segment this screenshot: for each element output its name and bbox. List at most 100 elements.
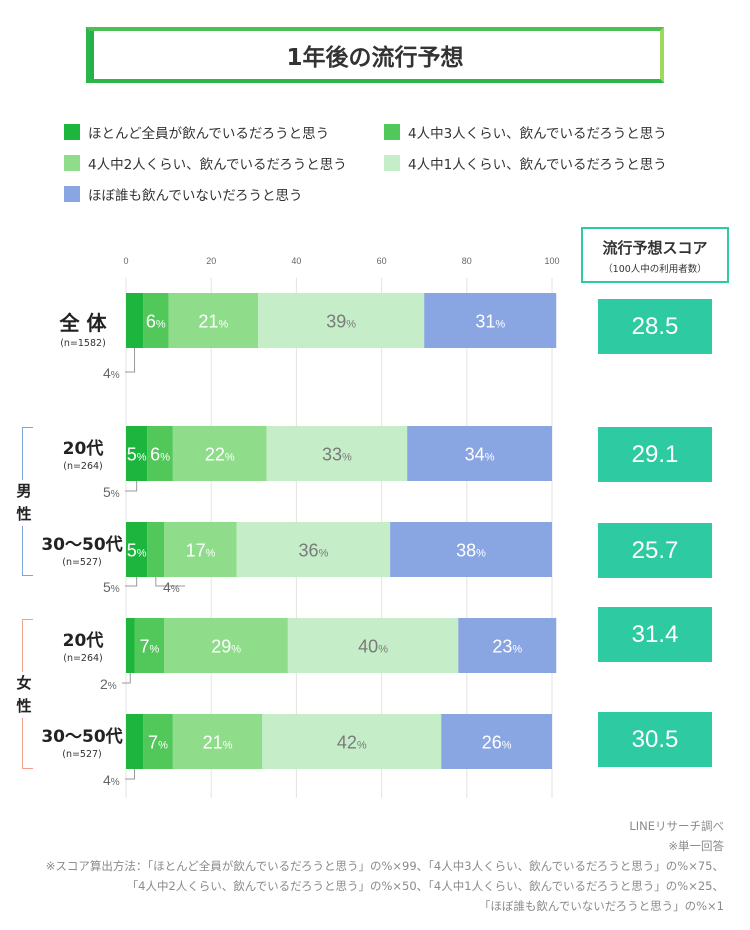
bar-segment: [164, 522, 237, 577]
bar-segment: [126, 293, 144, 348]
data-label: 40%: [358, 637, 388, 657]
row-label-n: (n=527): [62, 749, 102, 760]
x-tick-label: 0: [123, 256, 128, 266]
row-label-text: 30〜50代: [41, 727, 123, 747]
legend-item-3: 4人中2人くらい、飲んでいるだろうと思う: [64, 153, 347, 173]
data-label: 31%: [475, 312, 505, 332]
row-label-male-20s: 20代 (n=264): [40, 434, 126, 472]
bar-segment: [164, 618, 288, 673]
legend-swatch-4: [384, 155, 400, 171]
data-label-small: 4%: [163, 579, 180, 595]
row-label-text: 全 体: [59, 311, 107, 335]
data-label: 6%: [150, 445, 170, 465]
row-label-female-20s: 20代 (n=264): [40, 626, 126, 664]
callout-line: [125, 577, 138, 587]
bar-segment: [287, 618, 459, 673]
callout-line: [125, 769, 136, 780]
data-label: 5%: [127, 445, 147, 465]
data-label-small: 4%: [103, 772, 120, 788]
data-label: 42%: [337, 733, 367, 753]
chart-title: 1年後の流行予想: [86, 27, 664, 83]
legend-label-4: 4人中1人くらい、飲んでいるだろうと思う: [408, 157, 667, 173]
legend-swatch-1: [64, 124, 80, 140]
bar-segment: [147, 522, 165, 577]
data-label: 23%: [492, 637, 522, 657]
data-label: 7%: [140, 637, 160, 657]
x-tick-label: 40: [291, 256, 301, 266]
x-tick-label: 20: [206, 256, 216, 266]
row-label-n: (n=264): [63, 461, 103, 472]
bar-segment: [441, 714, 552, 769]
data-label: 38%: [456, 541, 486, 561]
score-total: 28.5: [598, 299, 712, 354]
legend-label-1: ほとんど全員が飲んでいるだろうと思う: [88, 126, 330, 142]
score-header-subtitle: （100人中の利用者数）: [603, 264, 707, 275]
data-label: 17%: [186, 541, 216, 561]
row-label-text: 20代: [62, 631, 104, 651]
legend-swatch-5: [64, 186, 80, 202]
bar-segment: [126, 618, 135, 673]
footer-formula-1: ※スコア算出方法：「ほとんど全員が飲んでいるだろうと思う」の%×99、「4人中3…: [45, 859, 724, 873]
bar-segment: [390, 522, 552, 577]
footer-source: LINEリサーチ調べ: [629, 819, 724, 833]
data-label: 22%: [205, 445, 235, 465]
data-label: 34%: [465, 445, 495, 465]
legend-item-4: 4人中1人くらい、飲んでいるだろうと思う: [384, 153, 667, 173]
legend-label-5: ほぼ誰も飲んでいないだろうと思う: [88, 188, 303, 204]
data-label: 21%: [198, 312, 228, 332]
x-tick-label: 60: [377, 256, 387, 266]
row-label-text: 30〜50代: [41, 535, 123, 555]
row-label-n: (n=527): [62, 557, 102, 568]
callout-line: [155, 577, 185, 587]
data-label: 33%: [322, 445, 352, 465]
group-label-female: 女 性: [14, 672, 34, 718]
legend-item-1: ほとんど全員が飲んでいるだろうと思う: [64, 122, 329, 142]
bar-segment: [134, 618, 165, 673]
score-female-20s: 31.4: [598, 607, 712, 662]
row-label-n: (n=1582): [60, 338, 106, 349]
legend-label-3: 4人中2人くらい、飲んでいるだろうと思う: [88, 157, 347, 173]
score-header: 流行予想スコア （100人中の利用者数）: [581, 227, 729, 283]
bar-segment: [172, 714, 263, 769]
row-label-total: 全 体 (n=1582): [40, 307, 126, 349]
score-header-title: 流行予想スコア: [602, 239, 708, 257]
data-label: 21%: [203, 733, 233, 753]
x-tick-label: 80: [462, 256, 472, 266]
legend-label-2: 4人中3人くらい、飲んでいるだろうと思う: [408, 126, 667, 142]
legend-item-5: ほぼ誰も飲んでいないだろうと思う: [64, 184, 303, 204]
row-label-n: (n=264): [63, 653, 103, 664]
score-female-30-50s: 30.5: [598, 712, 712, 767]
legend-swatch-2: [384, 124, 400, 140]
data-label: 39%: [326, 312, 356, 332]
bar-segment: [236, 522, 391, 577]
bar-segment: [262, 714, 442, 769]
callout-line: [125, 348, 136, 373]
score-male-20s: 29.1: [598, 427, 712, 482]
bar-segment: [147, 426, 173, 481]
bar-segment: [424, 293, 557, 348]
footer-formula-2: 「4人中2人くらい、飲んでいるだろうと思う」の%×50、「4人中1人くらい、飲ん…: [126, 879, 724, 893]
data-label-small: 5%: [103, 579, 120, 595]
data-label: 36%: [299, 541, 329, 561]
data-label: 26%: [482, 733, 512, 753]
bar-segment: [168, 293, 259, 348]
row-label-text: 20代: [62, 439, 104, 459]
footer-formula-3: 「ほぼ誰も飲んでいないだろうと思う」の%×1: [478, 899, 724, 913]
legend-item-2: 4人中3人くらい、飲んでいるだろうと思う: [384, 122, 667, 142]
bar-segment: [407, 426, 552, 481]
callout-line: [122, 673, 131, 684]
bar-segment: [143, 293, 169, 348]
data-label-small: 4%: [103, 365, 120, 381]
footer-note: ※単一回答: [668, 839, 724, 853]
data-label: 29%: [211, 637, 241, 657]
bar-segment: [126, 426, 148, 481]
bar-segment: [266, 426, 408, 481]
data-label: 7%: [148, 733, 168, 753]
bar-segment: [172, 426, 267, 481]
data-label: 6%: [146, 312, 166, 332]
row-label-female-30-50s: 30〜50代 (n=527): [34, 722, 130, 760]
group-label-male: 男 性: [14, 480, 34, 526]
data-label-small: 2%: [100, 676, 117, 692]
data-label-small: 5%: [103, 484, 120, 500]
row-label-male-30-50s: 30〜50代 (n=527): [34, 530, 130, 568]
